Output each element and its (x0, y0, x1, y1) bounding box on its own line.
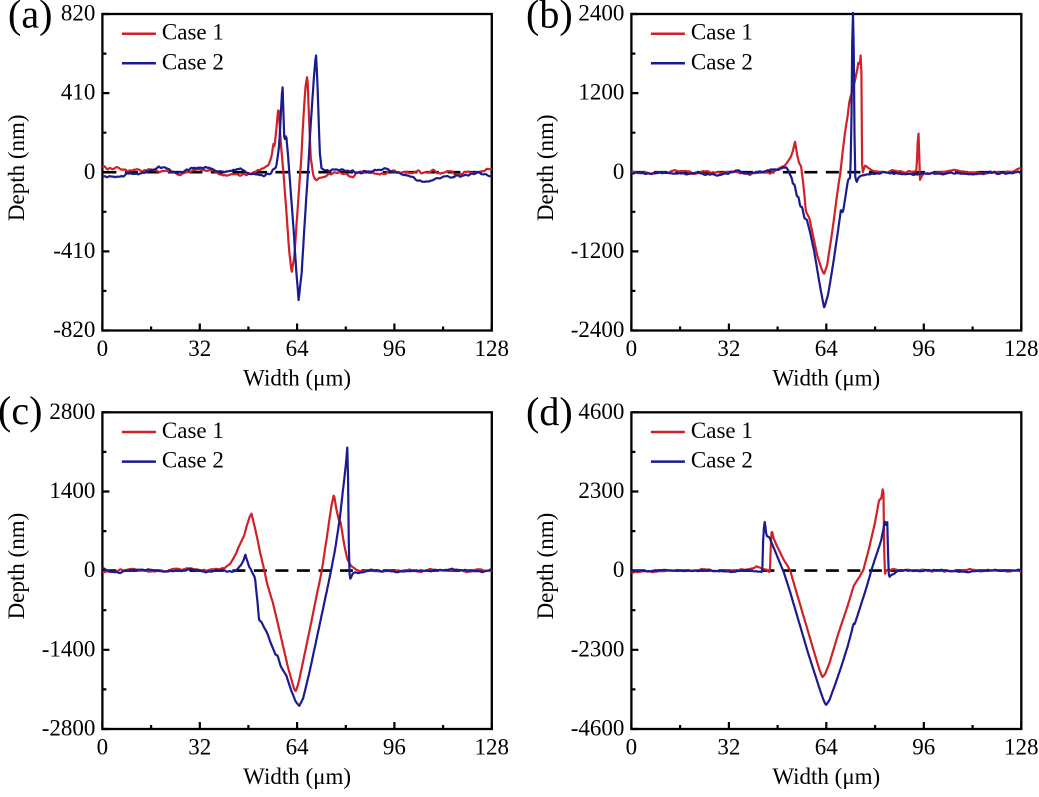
svg-text:32: 32 (717, 734, 740, 759)
svg-text:0: 0 (626, 336, 638, 361)
svg-text:-4600: -4600 (571, 716, 625, 741)
svg-text:96: 96 (383, 336, 406, 361)
svg-text:Case 2: Case 2 (691, 49, 753, 74)
svg-text:32: 32 (717, 336, 740, 361)
svg-text:96: 96 (383, 734, 406, 759)
svg-text:4600: 4600 (578, 399, 624, 424)
svg-text:128: 128 (1004, 336, 1039, 361)
svg-text:0: 0 (613, 557, 625, 582)
svg-text:0: 0 (626, 734, 638, 759)
svg-text:0: 0 (97, 336, 109, 361)
svg-text:Width (μm): Width (μm) (772, 764, 880, 789)
svg-text:32: 32 (188, 336, 211, 361)
svg-text:(c): (c) (0, 388, 42, 433)
svg-text:-1200: -1200 (571, 238, 625, 263)
svg-text:820: 820 (61, 1, 96, 26)
svg-text:Case 1: Case 1 (162, 20, 224, 45)
svg-text:0: 0 (613, 159, 625, 184)
svg-text:32: 32 (188, 734, 211, 759)
svg-text:-2300: -2300 (571, 636, 625, 661)
svg-text:-410: -410 (53, 238, 95, 263)
svg-text:128: 128 (475, 734, 510, 759)
svg-text:-2400: -2400 (571, 317, 625, 342)
svg-text:2800: 2800 (49, 399, 95, 424)
svg-text:64: 64 (286, 336, 310, 361)
svg-text:410: 410 (61, 80, 96, 105)
svg-text:Width (μm): Width (μm) (772, 366, 880, 391)
svg-text:0: 0 (84, 557, 96, 582)
svg-text:64: 64 (815, 734, 839, 759)
svg-text:-820: -820 (53, 317, 95, 342)
svg-text:96: 96 (912, 734, 935, 759)
svg-text:64: 64 (815, 336, 839, 361)
svg-text:128: 128 (475, 336, 510, 361)
svg-text:Depth (nm): Depth (nm) (4, 513, 29, 620)
svg-text:-1400: -1400 (42, 636, 96, 661)
svg-text:1200: 1200 (578, 80, 624, 105)
svg-text:Depth (nm): Depth (nm) (4, 114, 29, 221)
svg-text:0: 0 (84, 159, 96, 184)
svg-text:2300: 2300 (578, 478, 624, 503)
svg-text:Case 1: Case 1 (691, 20, 753, 45)
svg-text:Depth (nm): Depth (nm) (533, 513, 558, 620)
svg-text:Case 2: Case 2 (691, 448, 753, 473)
svg-text:Case 2: Case 2 (162, 49, 224, 74)
svg-text:1400: 1400 (49, 478, 95, 503)
svg-text:2400: 2400 (578, 1, 624, 26)
svg-text:128: 128 (1004, 734, 1039, 759)
svg-text:Case 2: Case 2 (162, 448, 224, 473)
svg-text:Case 1: Case 1 (691, 418, 753, 443)
svg-text:96: 96 (912, 336, 935, 361)
svg-text:(d): (d) (526, 389, 573, 434)
svg-text:Width (μm): Width (μm) (243, 764, 351, 789)
svg-text:Depth (nm): Depth (nm) (533, 114, 558, 221)
svg-text:0: 0 (97, 734, 109, 759)
svg-text:Width (μm): Width (μm) (243, 366, 351, 391)
svg-text:-2800: -2800 (42, 716, 96, 741)
svg-text:64: 64 (286, 734, 310, 759)
svg-text:(a): (a) (8, 0, 52, 37)
svg-text:Case 1: Case 1 (162, 418, 224, 443)
svg-text:(b): (b) (526, 0, 573, 37)
